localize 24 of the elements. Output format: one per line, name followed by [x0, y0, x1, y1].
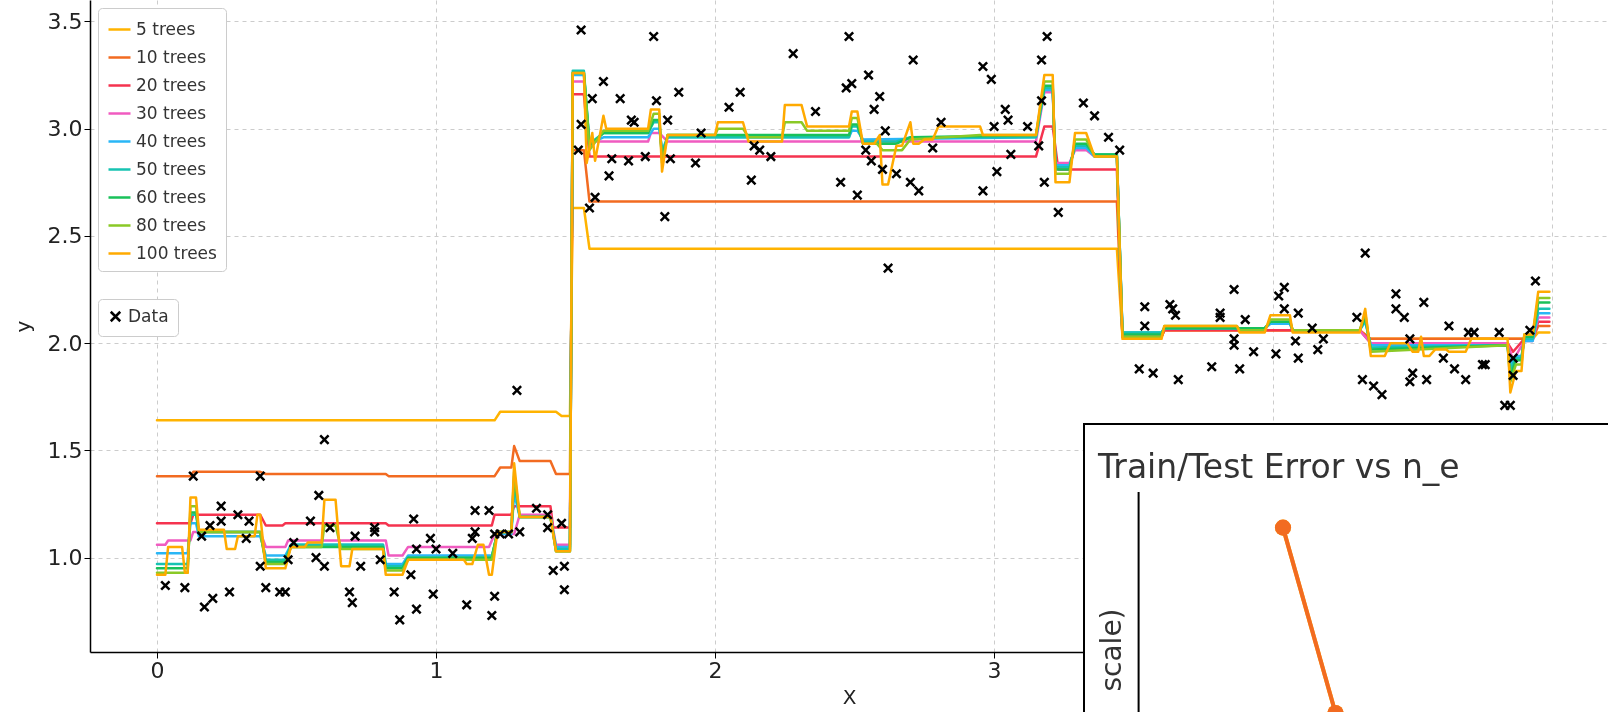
legend-label: 30 trees — [136, 102, 207, 123]
y-tick-label: 1.0 — [47, 545, 83, 571]
x-tick-label: 2 — [708, 657, 723, 683]
legend-label: 5 trees — [136, 18, 196, 39]
y-axis-title: y — [10, 320, 35, 333]
y-tick-label: 3.5 — [47, 8, 83, 34]
y-tick-label: 2.5 — [47, 223, 83, 249]
y-tick-label: 1.5 — [47, 437, 83, 463]
x-tick-label: 1 — [429, 657, 444, 683]
legend-label: 60 trees — [136, 186, 207, 207]
legend-label: 50 trees — [136, 158, 207, 179]
y-tick-label: 3.0 — [47, 116, 83, 142]
legend-label: 20 trees — [136, 74, 207, 95]
legend-label: 40 trees — [136, 130, 207, 151]
legend-label: 80 trees — [136, 214, 207, 235]
y-tick-label: 2.0 — [47, 330, 83, 356]
legend-label: Data — [128, 305, 169, 326]
x-tick-label: 0 — [150, 657, 165, 683]
x-axis-title: X — [842, 684, 857, 709]
chart-title: Train/Test Error vs n_e — [1097, 447, 1460, 486]
y-axis-title: scale) — [1095, 608, 1128, 692]
x-tick-label: 3 — [987, 657, 1002, 683]
legend-label: 100 trees — [136, 242, 218, 263]
legend-label: 10 trees — [136, 46, 207, 67]
